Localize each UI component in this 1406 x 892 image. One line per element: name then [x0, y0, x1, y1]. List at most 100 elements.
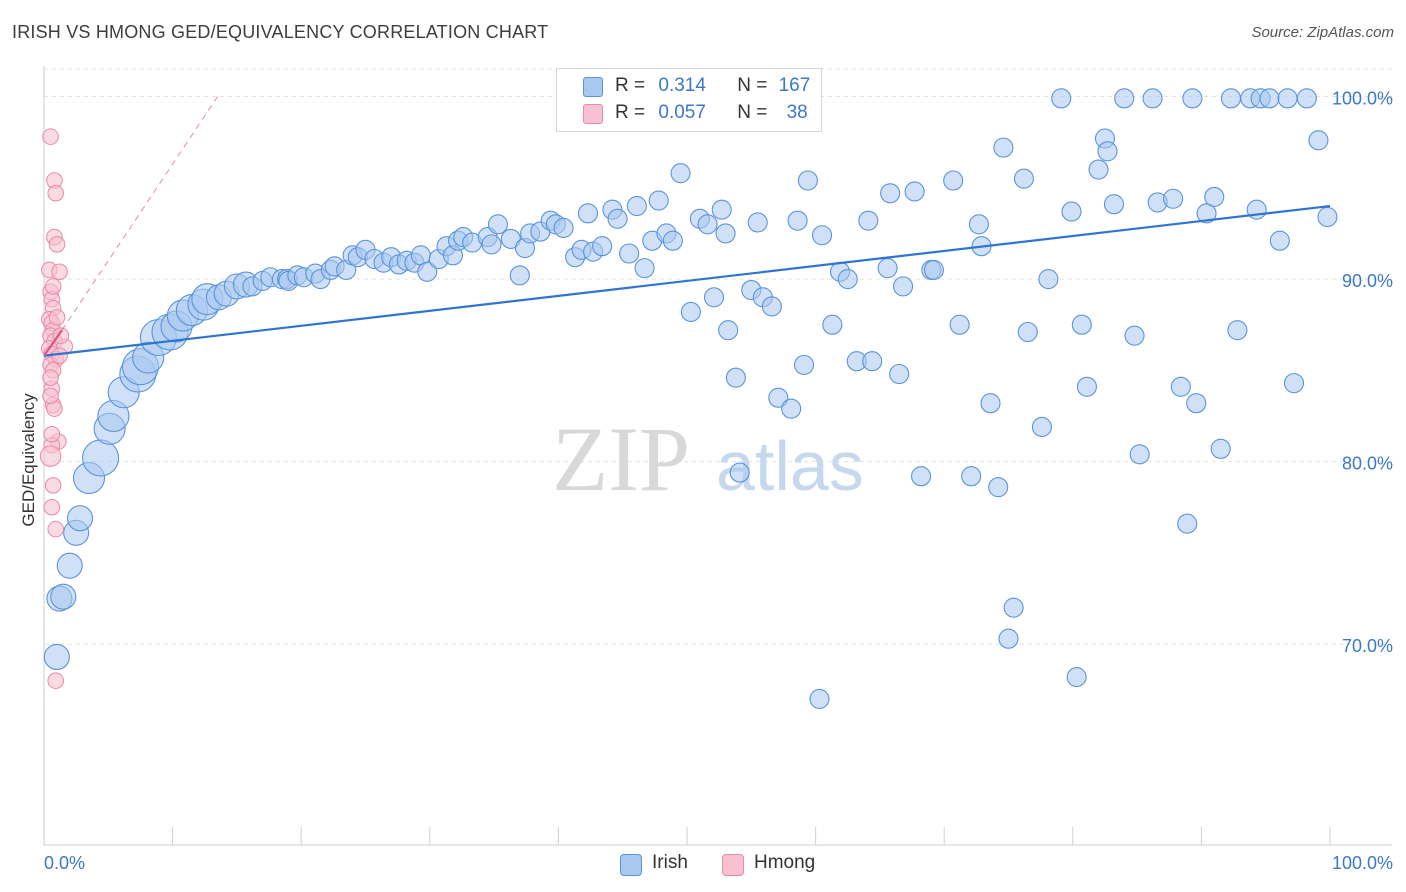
- irish-point: [1076, 376, 1097, 397]
- hmong-point: [51, 263, 68, 281]
- irish-point: [1061, 201, 1082, 222]
- irish-point: [880, 183, 901, 204]
- hmong-point: [43, 425, 61, 443]
- irish-point: [725, 367, 746, 388]
- y-tick-label: 90.0%: [1342, 271, 1393, 291]
- irish-point: [56, 552, 83, 579]
- irish-point: [961, 466, 982, 487]
- irish-point: [809, 688, 830, 710]
- hmong-r-value: 0.057: [658, 102, 706, 123]
- irish-point: [923, 259, 944, 280]
- irish-point: [619, 243, 640, 264]
- irish-point: [626, 195, 647, 217]
- irish-point: [509, 265, 530, 286]
- irish-point: [1308, 130, 1329, 151]
- irish-point: [1129, 444, 1150, 465]
- irish-point: [1204, 186, 1225, 207]
- irish-point: [1186, 393, 1207, 414]
- irish-point: [1317, 206, 1338, 228]
- irish-point: [729, 462, 750, 483]
- y-axis-title: GED/Equivalency: [19, 393, 38, 527]
- stats-legend: R = 0.314 N = 167 R = 0.057 N = 38: [556, 68, 822, 132]
- irish-point: [747, 212, 768, 233]
- hmong-point: [47, 672, 65, 689]
- hmong-point: [52, 327, 70, 344]
- irish-point: [761, 296, 782, 317]
- irish-trend-line: [43, 204, 1331, 357]
- irish-point: [1259, 88, 1280, 109]
- hmong-point: [43, 498, 61, 516]
- irish-point: [1283, 373, 1305, 394]
- irish-point: [1103, 194, 1125, 215]
- irish-point: [904, 181, 925, 202]
- y-tick-label: 80.0%: [1342, 454, 1393, 474]
- irish-series: [43, 88, 1338, 710]
- hmong-point: [42, 369, 59, 386]
- hmong-point: [44, 278, 62, 295]
- irish-point: [607, 208, 628, 229]
- irish-point: [577, 203, 599, 224]
- hmong-point: [39, 445, 62, 467]
- series-legend: Irish Hmong: [0, 852, 1406, 878]
- x-tick-label-start: 0.0%: [44, 853, 85, 873]
- irish-point: [1066, 666, 1087, 688]
- irish-point: [1088, 159, 1109, 180]
- irish-point: [949, 314, 970, 335]
- irish-point: [1177, 513, 1198, 534]
- irish-point: [1051, 88, 1072, 109]
- irish-point: [781, 398, 802, 419]
- irish-point: [634, 258, 655, 279]
- irish-point: [862, 351, 883, 372]
- hmong-series: [39, 128, 74, 689]
- irish-point: [680, 301, 701, 322]
- grid-lines: [44, 68, 1392, 645]
- irish-point: [718, 320, 739, 341]
- irish-point: [1227, 320, 1248, 341]
- hmong-trend-line: [43, 329, 63, 357]
- irish-point: [768, 387, 789, 408]
- watermark-zip: ZIP: [552, 408, 690, 510]
- irish-point: [787, 210, 808, 231]
- chart-title: IRISH VS HMONG GED/EQUIVALENCY CORRELATI…: [12, 22, 549, 42]
- irish-point: [648, 190, 669, 211]
- hmong-point: [44, 477, 62, 494]
- irish-point: [1277, 88, 1298, 109]
- irish-point: [1196, 203, 1217, 224]
- irish-point: [1210, 438, 1231, 459]
- irish-r-value: 0.314: [658, 75, 706, 96]
- irish-point: [1269, 230, 1290, 251]
- irish-point: [892, 276, 914, 297]
- tick-labels: 70.0% 80.0% 90.0% 100.0% 0.0% 100.0%: [44, 89, 1393, 873]
- hmong-trend-extension: [61, 96, 219, 331]
- irish-point: [1114, 88, 1135, 109]
- irish-point: [968, 214, 989, 235]
- hmong-swatch: [583, 104, 603, 124]
- hmong-n-label: N =: [737, 102, 768, 123]
- irish-point: [50, 583, 77, 610]
- hmong-point: [47, 520, 65, 538]
- hmong-point: [48, 309, 66, 326]
- irish-point: [1142, 88, 1163, 109]
- hmong-r-label: R =: [615, 102, 646, 123]
- irish-point: [670, 163, 691, 184]
- irish-point: [43, 643, 70, 671]
- irish-point: [1071, 314, 1092, 335]
- irish-point: [877, 258, 898, 279]
- irish-point: [988, 477, 1009, 498]
- irish-point: [811, 225, 833, 246]
- irish-point: [1013, 168, 1034, 189]
- irish-point: [703, 287, 725, 308]
- hmong-point: [51, 347, 68, 365]
- irish-swatch: [583, 77, 603, 97]
- irish-point: [82, 439, 120, 477]
- irish-point: [998, 628, 1019, 649]
- hmong-legend-label: Hmong: [754, 852, 816, 873]
- source-label: Source: ZipAtlas.com: [1251, 24, 1394, 41]
- irish-point: [1124, 325, 1145, 346]
- irish-point: [1182, 88, 1203, 109]
- irish-point: [1170, 376, 1191, 397]
- hmong-point: [42, 128, 59, 145]
- irish-point: [911, 466, 932, 487]
- x-tick-label-end: 100.0%: [1332, 853, 1393, 873]
